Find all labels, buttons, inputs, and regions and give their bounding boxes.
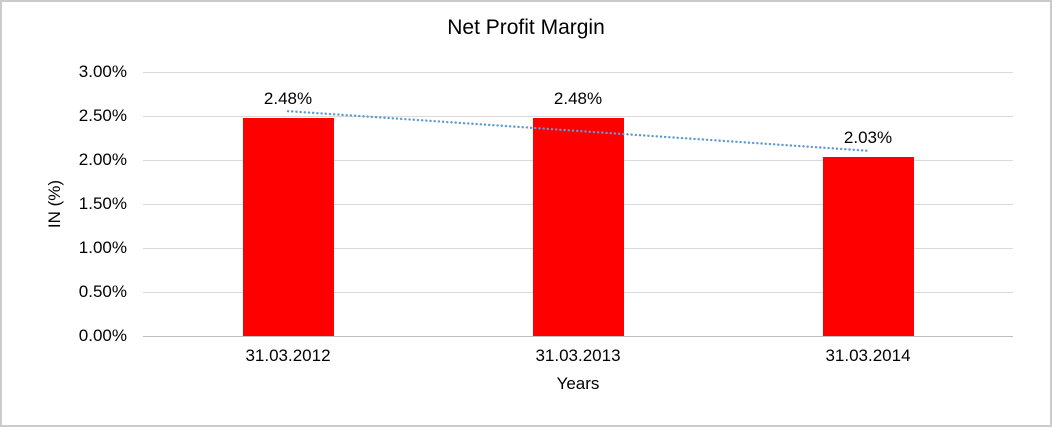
chart-title: Net Profit Margin <box>447 16 605 39</box>
y-tick-label: 2.00% <box>78 150 127 169</box>
y-tick-label: 1.50% <box>78 194 127 213</box>
bar-31.03.2012 <box>242 117 334 336</box>
bar-31.03.2013 <box>532 117 624 336</box>
bar-data-label: 2.03% <box>843 128 893 148</box>
bar-data-label: 2.48% <box>263 88 313 108</box>
bar-data-label: 2.48% <box>553 88 603 108</box>
x-tick-label: 31.03.2012 <box>245 346 331 365</box>
bar-31.03.2014 <box>822 157 914 336</box>
x-tick-label: 31.03.2014 <box>825 346 911 365</box>
y-tick-label: 0.50% <box>78 282 127 301</box>
gridline <box>143 72 1013 73</box>
gridline <box>143 336 1013 337</box>
y-tick-label: 2.50% <box>78 106 127 125</box>
x-tick-label: 31.03.2013 <box>535 346 621 365</box>
x-axis-title: Years <box>556 374 600 393</box>
y-tick-label: 1.00% <box>78 238 127 257</box>
y-tick-label: 3.00% <box>78 62 127 81</box>
y-tick-label: 0.00% <box>78 326 127 345</box>
